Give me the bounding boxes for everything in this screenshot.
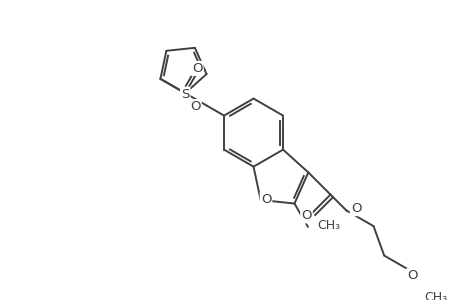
Text: CH₃: CH₃ bbox=[424, 291, 447, 300]
Text: O: O bbox=[350, 202, 361, 215]
Text: O: O bbox=[190, 100, 200, 113]
Text: CH₃: CH₃ bbox=[316, 219, 339, 232]
Text: O: O bbox=[406, 269, 417, 282]
Text: S: S bbox=[181, 88, 189, 100]
Text: O: O bbox=[192, 62, 202, 75]
Text: O: O bbox=[260, 193, 271, 206]
Text: O: O bbox=[301, 209, 311, 222]
